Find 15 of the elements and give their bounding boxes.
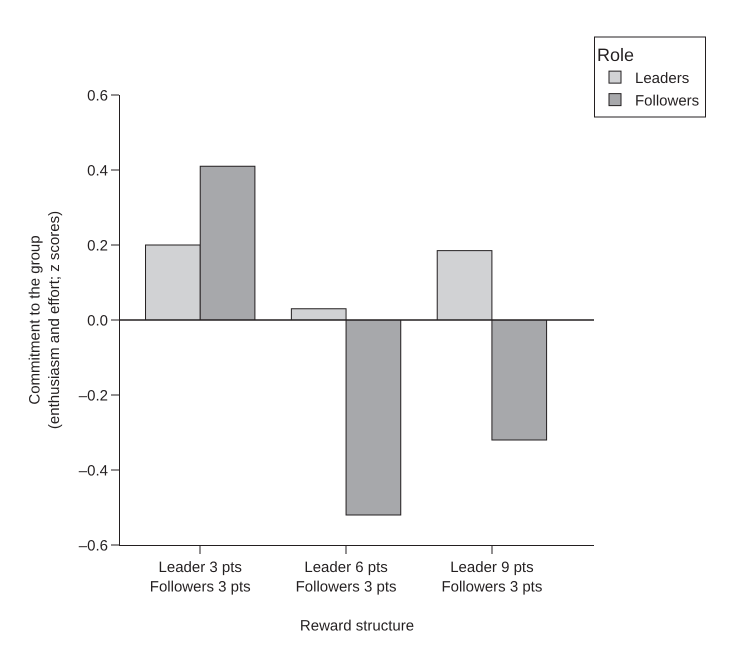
x-tick-label: Leader 3 pts Followers 3 pts (150, 559, 251, 596)
y-tick-label: –0.6 (78, 537, 108, 554)
legend-label: Followers (635, 92, 700, 110)
y-tick-label: 0.4 (87, 162, 108, 180)
x-tick-label: Leader 6 pts Followers 3 pts (296, 559, 396, 596)
y-tick-label: 0.2 (87, 237, 108, 254)
y-axis-title: Commitment to the group (enthusiasm and effort; z scores) (26, 210, 64, 430)
x-tick-label: Leader 9 pts Followers 3 pts (441, 559, 542, 596)
legend-label: Leaders (635, 70, 690, 87)
x-axis-title: Reward structure (300, 618, 414, 634)
y-tick-label: –0.2 (78, 387, 108, 404)
legend-title: Role (597, 44, 634, 65)
y-tick-label: –0.4 (78, 462, 108, 480)
y-tick-label: 0.6 (87, 87, 108, 104)
y-tick-label: 0.0 (87, 312, 108, 330)
